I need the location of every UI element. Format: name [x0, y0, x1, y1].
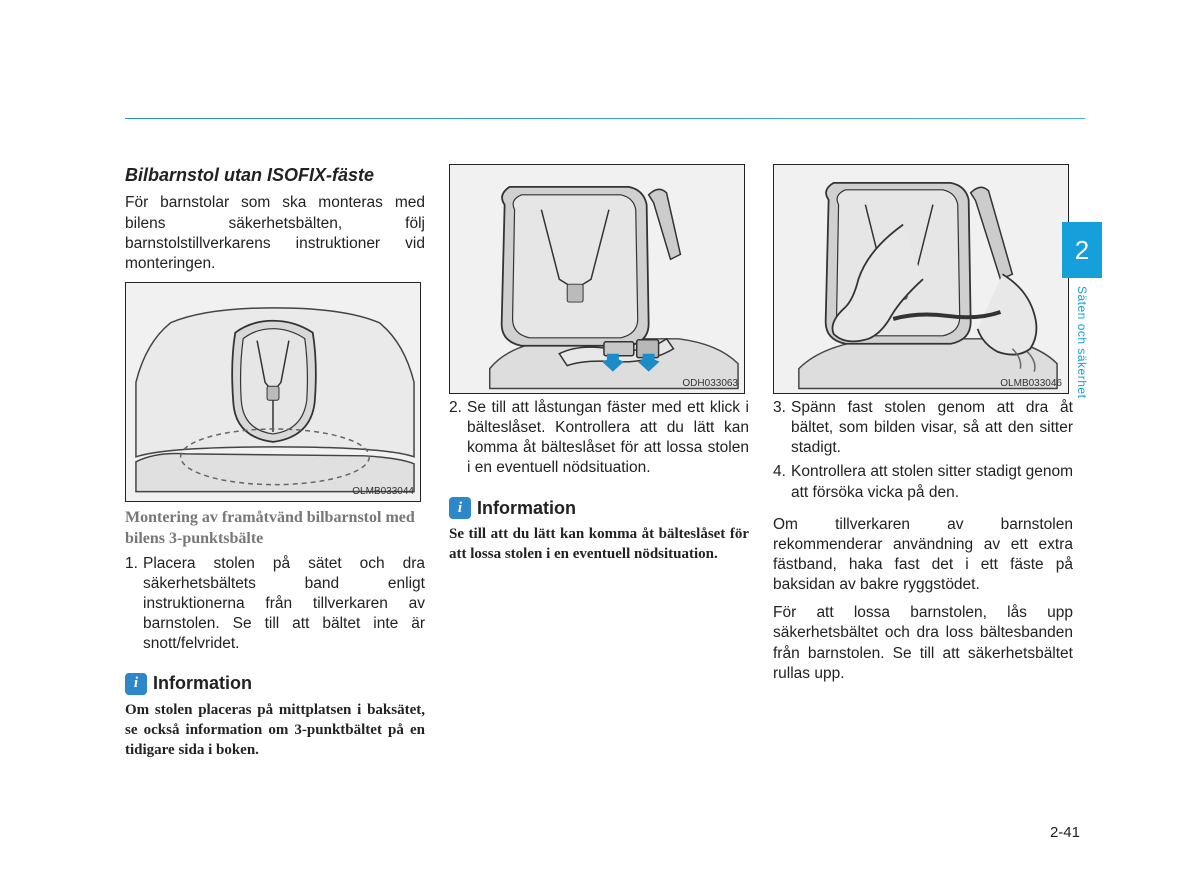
- figure-3-ref: OLMB033046: [1000, 377, 1062, 390]
- info-body: Se till att du lätt kan komma åt bältesl…: [449, 524, 749, 565]
- intro-paragraph: För barnstolar som ska monteras med bile…: [125, 193, 425, 274]
- page-number: 2-41: [1050, 824, 1080, 841]
- step-list-col1: 1. Placera stolen på sätet och dra säker…: [125, 554, 425, 655]
- step-number: 1.: [125, 554, 143, 655]
- column-3: OLMB033046 3. Spänn fast stolen genom at…: [773, 164, 1073, 760]
- column-1: Bilbarnstol utan ISOFIX-fäste För barnst…: [125, 164, 425, 760]
- figure-3: OLMB033046: [773, 164, 1069, 394]
- step-1: 1. Placera stolen på sätet och dra säker…: [125, 554, 425, 655]
- step-number: 4.: [773, 462, 791, 502]
- step-number: 3.: [773, 398, 791, 458]
- para-extra-strap: Om tillverkaren av barnstolen rekommende…: [773, 515, 1073, 596]
- info-icon: i: [125, 673, 147, 695]
- para-release: För att lossa barnstolen, lås upp säkerh…: [773, 603, 1073, 684]
- info-header: i Information: [125, 672, 425, 695]
- column-2: ODH033063 2. Se till att låstungan fäste…: [449, 164, 749, 760]
- info-heading: Information: [153, 672, 252, 695]
- tighten-belt-illustration: [774, 165, 1068, 393]
- step-list-col2: 2. Se till att låstungan fäster med ett …: [449, 398, 749, 479]
- figure-2-ref: ODH033063: [682, 377, 738, 390]
- figure-1: OLMB033044: [125, 282, 421, 502]
- figure-2: ODH033063: [449, 164, 745, 394]
- chapter-label: Säten och säkerhet: [1075, 286, 1089, 398]
- info-box-2: i Information Se till att du lätt kan ko…: [449, 497, 749, 565]
- step-text: Se till att låstungan fäster med ett kli…: [467, 398, 749, 479]
- columns: Bilbarnstol utan ISOFIX-fäste För barnst…: [125, 164, 1085, 760]
- step-2: 2. Se till att låstungan fäster med ett …: [449, 398, 749, 479]
- step-list-col3: 3. Spänn fast stolen genom att dra åt bä…: [773, 398, 1073, 503]
- step-4: 4. Kontrollera att stolen sitter stadigt…: [773, 462, 1073, 502]
- step-text: Placera stolen på sätet och dra säkerhet…: [143, 554, 425, 655]
- step-text: Kontrollera att stolen sitter stadigt ge…: [791, 462, 1073, 502]
- chapter-tab: 2 Säten och säkerhet: [1062, 222, 1102, 398]
- info-heading: Information: [477, 497, 576, 520]
- info-body: Om stolen placeras på mittplatsen i baks…: [125, 700, 425, 761]
- figure-1-ref: OLMB033044: [352, 485, 414, 498]
- chapter-number-badge: 2: [1062, 222, 1102, 278]
- step-3: 3. Spänn fast stolen genom att dra åt bä…: [773, 398, 1073, 458]
- info-header: i Information: [449, 497, 749, 520]
- step-text: Spänn fast stolen genom att dra åt bälte…: [791, 398, 1073, 458]
- info-box-1: i Information Om stolen placeras på mitt…: [125, 672, 425, 760]
- info-icon: i: [449, 497, 471, 519]
- carseat-on-bench-illustration: [126, 283, 420, 502]
- step-number: 2.: [449, 398, 467, 479]
- section-title: Bilbarnstol utan ISOFIX-fäste: [125, 164, 425, 187]
- buckle-click-illustration: [450, 165, 744, 393]
- page-content: Bilbarnstol utan ISOFIX-fäste För barnst…: [125, 118, 1085, 760]
- mounting-subtitle: Montering av framåtvänd bilbarnstol med …: [125, 508, 425, 550]
